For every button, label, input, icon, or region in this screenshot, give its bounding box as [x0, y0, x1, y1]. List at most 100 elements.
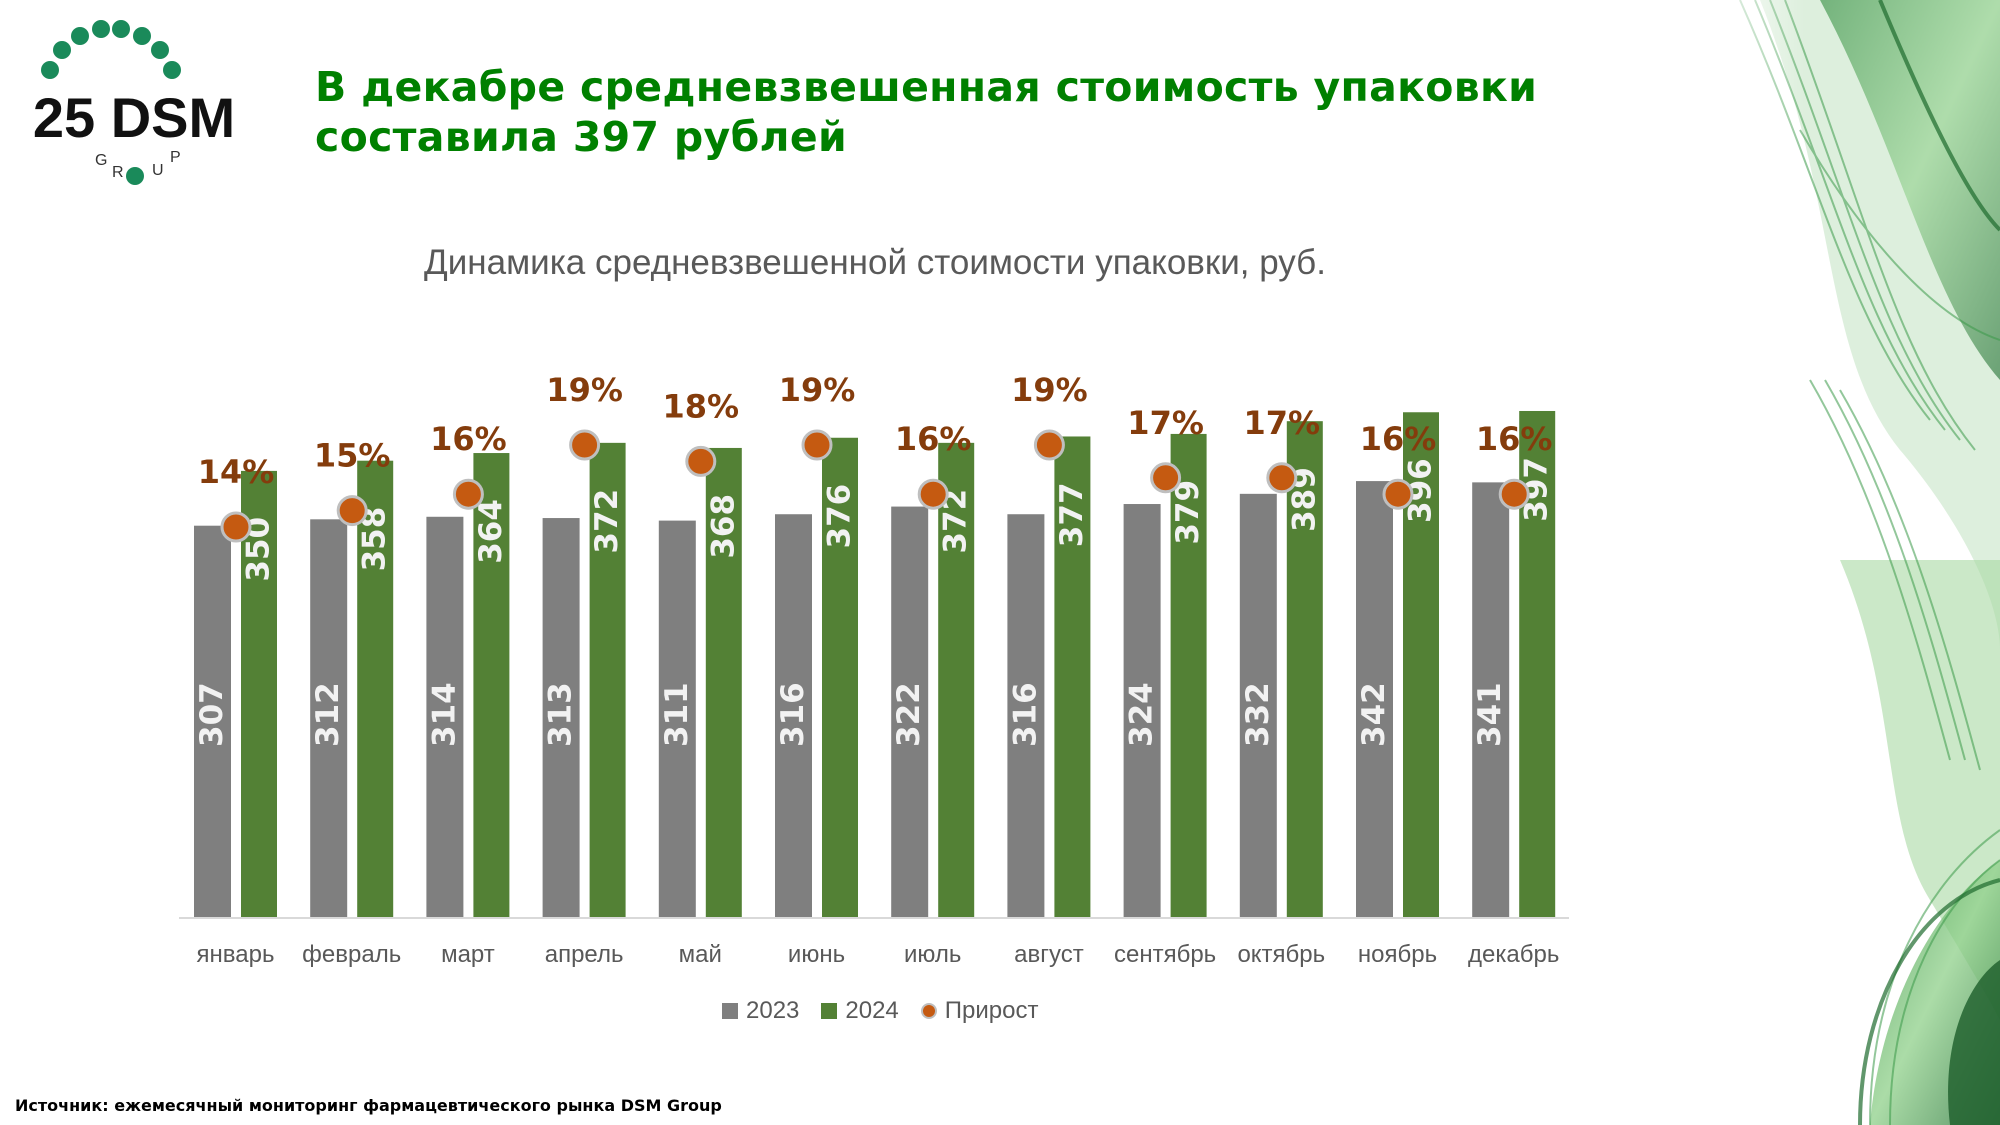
bar-2024	[1286, 421, 1323, 917]
bar-2024	[1054, 436, 1091, 917]
bar-2024-value-label: 379	[1170, 480, 1206, 545]
growth-dot	[917, 478, 949, 510]
bar-2023-value-label: 314	[426, 682, 462, 747]
svg-text:P: P	[170, 149, 181, 166]
bar-2023-value-label: 342	[1356, 682, 1392, 747]
growth-dot	[1382, 478, 1414, 510]
growth-value-label: 16%	[895, 420, 972, 458]
source-note: Источник: ежемесячный мониторинг фармаце…	[15, 1096, 722, 1115]
x-tick-label: май	[679, 941, 722, 968]
logo-dots	[41, 20, 181, 185]
bar-2023	[426, 516, 464, 917]
x-tick-label: август	[1014, 941, 1084, 968]
legend-swatch-growth	[920, 1003, 937, 1019]
legend-label-2024: 2024	[845, 997, 899, 1024]
bar-chart: 30735014%январь31235815%февраль31436416%…	[179, 371, 1569, 968]
growth-dot	[220, 511, 252, 543]
growth-value-label: 19%	[546, 371, 623, 409]
headline: В декабре средневзвешенная стоимость упа…	[315, 62, 1537, 162]
growth-dot	[801, 429, 833, 461]
legend-item-2024: 2024	[821, 997, 899, 1025]
svg-text:R: R	[112, 164, 124, 181]
bar-2023	[310, 519, 348, 917]
bar-2024	[241, 470, 277, 917]
growth-value-label: 16%	[1360, 420, 1437, 458]
growth-value-label: 17%	[1244, 404, 1321, 442]
bar-2023-value-label: 311	[659, 682, 695, 747]
growth-value-label: 16%	[430, 420, 507, 458]
chart-title: Динамика средневзвешенной стоимости упак…	[424, 243, 1326, 282]
x-tick-label: декабрь	[1468, 941, 1559, 968]
growth-value-label: 15%	[314, 437, 391, 475]
growth-dot	[1266, 462, 1298, 494]
x-tick-label: ноябрь	[1358, 941, 1437, 968]
bar-2024	[589, 442, 626, 917]
headline-line-2: составила 397 рублей	[315, 113, 847, 161]
bar-2023-value-label: 332	[1240, 682, 1276, 747]
growth-dot	[569, 429, 601, 461]
bar-2024-value-label: 368	[705, 494, 741, 559]
growth-dot	[685, 445, 717, 477]
legend-label-2023: 2023	[746, 997, 800, 1024]
growth-dot	[1498, 478, 1530, 510]
bar-2023-value-label: 322	[891, 682, 927, 747]
legend-swatch-2023	[722, 1003, 738, 1019]
x-tick-label: июль	[904, 941, 961, 968]
bar-2023	[1123, 504, 1161, 917]
x-tick-label: февраль	[302, 941, 401, 968]
growth-dot	[1033, 429, 1065, 461]
chart-legend: 2023 2024 Прирост	[722, 997, 1038, 1025]
growth-value-label: 14%	[198, 453, 275, 491]
bar-2024-value-label: 372	[589, 489, 625, 554]
growth-value-label: 18%	[663, 387, 740, 425]
growth-dot	[1150, 462, 1182, 494]
bar-2024	[357, 460, 394, 917]
x-tick-label: июнь	[788, 941, 845, 968]
bar-2024-value-label: 364	[473, 499, 509, 564]
bar-2023-value-label: 312	[310, 682, 346, 747]
bar-2023-value-label: 307	[194, 682, 230, 747]
growth-dot	[336, 495, 368, 527]
growth-dot	[452, 478, 484, 510]
legend-item-growth: Прирост	[920, 997, 1039, 1025]
growth-value-label: 19%	[1011, 371, 1088, 409]
bar-2024-value-label: 376	[822, 484, 858, 549]
bar-2023	[1356, 481, 1393, 917]
bar-2024-value-label: 377	[1054, 482, 1090, 547]
bar-2023-value-label: 316	[775, 682, 811, 747]
x-tick-label: октябрь	[1237, 941, 1325, 968]
bar-2024	[705, 447, 742, 917]
legend-label-growth: Прирост	[944, 997, 1039, 1024]
decorative-wave-graphic	[1700, 0, 2000, 1125]
logo-text: 25 DSM	[33, 86, 235, 149]
x-tick-label: апрель	[545, 941, 624, 968]
bar-2023-value-label: 324	[1124, 682, 1160, 747]
bar-2023	[775, 514, 812, 917]
bar-2024	[822, 437, 858, 917]
bar-2024	[473, 453, 510, 917]
bar-2023	[1007, 514, 1045, 917]
x-tick-label: март	[441, 941, 495, 968]
x-tick-label: январь	[197, 941, 275, 968]
dsm-group-logo: 25 DSM G R U P	[33, 20, 235, 185]
svg-text:G: G	[95, 152, 107, 169]
growth-value-label: 17%	[1127, 404, 1204, 442]
bar-2023	[1472, 482, 1510, 917]
headline-line-1: В декабре средневзвешенная стоимость упа…	[315, 63, 1538, 111]
bar-2023	[1239, 493, 1277, 917]
bar-2023-value-label: 341	[1472, 682, 1508, 747]
growth-value-label: 19%	[779, 371, 856, 409]
legend-swatch-2024	[821, 1003, 838, 1019]
legend-item-2023: 2023	[722, 997, 799, 1025]
bar-2023	[891, 506, 929, 917]
bar-2023-value-label: 316	[1007, 682, 1043, 747]
x-tick-label: сентябрь	[1114, 941, 1216, 968]
bar-2023	[542, 518, 580, 917]
bar-2023	[658, 520, 696, 917]
bar-2024	[938, 442, 975, 917]
bar-2023-value-label: 313	[543, 682, 579, 747]
bar-2023	[194, 525, 231, 917]
logo-subtext: G R U P	[95, 149, 181, 181]
growth-value-label: 16%	[1476, 420, 1553, 458]
bar-2024	[1170, 433, 1207, 917]
